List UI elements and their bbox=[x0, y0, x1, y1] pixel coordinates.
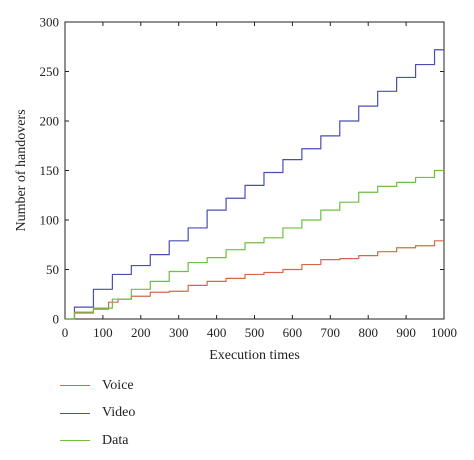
y-tick-label: 300 bbox=[40, 15, 60, 30]
legend-item-video: Video bbox=[60, 400, 135, 428]
x-tick-label: 200 bbox=[131, 325, 151, 340]
legend-item-voice: Voice bbox=[60, 372, 135, 400]
x-tick-label: 400 bbox=[207, 325, 227, 340]
y-tick-label: 50 bbox=[46, 262, 59, 277]
legend: Voice Video Data bbox=[60, 372, 135, 455]
legend-label-video: Video bbox=[102, 405, 136, 421]
tick-labels: 0 100 200 300 400 500 600 700 800 900 1000 0 50 100 15… bbox=[40, 15, 458, 341]
x-axis-label: Execution times bbox=[209, 348, 300, 363]
x-tick-label: 700 bbox=[321, 325, 341, 340]
legend-swatch-data bbox=[60, 440, 90, 442]
y-tick-label: 150 bbox=[40, 163, 60, 178]
axis-ticks bbox=[64, 21, 445, 320]
y-tick-label: 250 bbox=[40, 64, 60, 79]
series-line-voice bbox=[65, 240, 444, 320]
x-tick-label: 300 bbox=[169, 325, 189, 340]
legend-swatch-voice bbox=[60, 385, 90, 387]
x-tick-label: 800 bbox=[358, 325, 378, 340]
y-axis-label: Number of handovers bbox=[14, 109, 29, 231]
line-chart: 0 100 200 300 400 500 600 700 800 900 1000 0 50 100 15… bbox=[14, 15, 458, 364]
legend-item-data: Data bbox=[60, 427, 135, 455]
y-tick-label: 200 bbox=[40, 114, 60, 129]
x-tick-label: 100 bbox=[93, 325, 113, 340]
series-lines bbox=[65, 49, 444, 320]
legend-swatch-video bbox=[60, 412, 90, 414]
x-tick-label: 500 bbox=[245, 325, 265, 340]
series-line-video bbox=[65, 49, 444, 320]
x-tick-label: 900 bbox=[396, 325, 416, 340]
x-tick-label: 0 bbox=[62, 325, 69, 340]
legend-label-data: Data bbox=[102, 432, 129, 448]
x-tick-label: 600 bbox=[283, 325, 303, 340]
y-tick-label: 100 bbox=[40, 213, 60, 228]
series-line-data bbox=[65, 169, 444, 320]
legend-label-voice: Voice bbox=[102, 377, 134, 393]
y-tick-label: 0 bbox=[53, 312, 60, 327]
x-tick-label: 1000 bbox=[431, 325, 457, 340]
